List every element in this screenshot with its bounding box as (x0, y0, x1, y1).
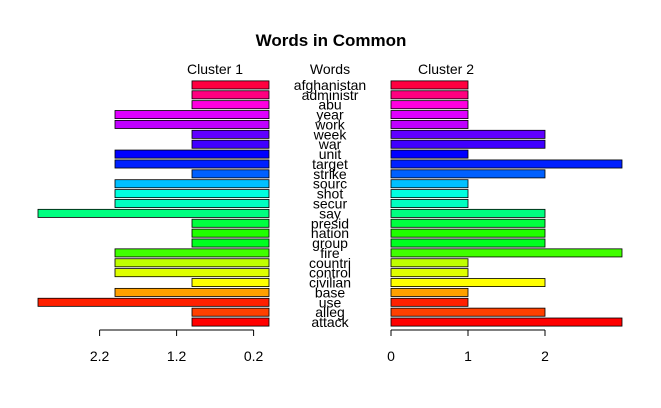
word-label-use: use (319, 294, 342, 310)
right-bar-countri (390, 258, 469, 268)
right-bar-control (390, 268, 469, 278)
right-bar-year (390, 110, 469, 120)
left-bar-work (114, 120, 270, 129)
right-bar-unit (390, 149, 469, 159)
right-bar-civilian (390, 278, 546, 287)
left-bar-attack (191, 317, 270, 327)
right-bar-abu (390, 100, 469, 110)
word-label-week: week (313, 126, 348, 142)
word-label-sourc: sourc (313, 176, 347, 192)
word-label-work: work (314, 116, 346, 132)
word-label-year: year (316, 107, 344, 123)
right-bar-say (390, 208, 546, 218)
left-bar-fire (114, 248, 270, 258)
right-bar-administr (390, 90, 469, 100)
word-label-nation: nation (311, 225, 349, 241)
left-bar-say (37, 208, 270, 218)
word-label-fire: fire (320, 245, 340, 261)
right-bar-alleg (390, 307, 546, 317)
left-bar-use (37, 297, 270, 307)
word-labels: attackallegusebaseciviliancontrolcountri… (294, 77, 366, 330)
right-bar-afghanistan (390, 80, 469, 90)
right-bar-presid (390, 218, 546, 228)
left-bar-strike (191, 169, 270, 179)
left-bar-war (191, 139, 270, 149)
left-bar-control (114, 268, 270, 278)
right-axis-tick-label: 2 (541, 348, 549, 364)
word-label-unit: unit (319, 146, 342, 162)
left-bar-nation (191, 228, 270, 238)
left-axis-tick-label: 2.2 (90, 348, 110, 364)
right-bar-fire (390, 248, 623, 258)
word-label-target: target (312, 156, 348, 172)
word-label-administr: administr (302, 87, 359, 103)
left-bar-shot (114, 189, 270, 199)
word-label-alleg: alleg (315, 304, 345, 320)
left-bar-presid (191, 218, 270, 228)
center-column-label: Words (310, 61, 350, 77)
right-bar-work (390, 120, 469, 129)
word-label-shot: shot (317, 186, 344, 202)
left-bar-alleg (191, 307, 270, 317)
word-label-war: war (318, 136, 342, 152)
left-bar-year (114, 110, 270, 120)
right-bar-group (390, 238, 546, 248)
right-bar-secur (390, 199, 469, 208)
left-axis-tick-label: 1.2 (167, 348, 187, 364)
left-bar-target (114, 159, 270, 169)
left-axis-tick-label: 0.2 (244, 348, 264, 364)
right-axis-tick-label: 0 (387, 348, 395, 364)
left-bar-unit (114, 149, 270, 159)
right-bar-shot (390, 189, 469, 199)
left-bars (37, 80, 270, 327)
left-bar-group (191, 238, 270, 248)
left-bar-base (114, 287, 270, 297)
left-bar-secur (114, 199, 270, 208)
word-label-countri: countri (309, 255, 351, 271)
word-label-base: base (315, 284, 346, 300)
right-bar-week (390, 129, 546, 139)
word-label-abu: abu (318, 97, 341, 113)
right-bar-sourc (390, 179, 469, 189)
word-label-presid: presid (311, 215, 349, 231)
right-bar-strike (390, 169, 546, 179)
right-bar-nation (390, 228, 546, 238)
left-bar-sourc (114, 179, 270, 189)
word-label-secur: secur (313, 196, 348, 212)
right-bar-target (390, 159, 623, 169)
word-label-civilian: civilian (309, 275, 351, 291)
right-axis-tick-label: 1 (464, 348, 472, 364)
left-series-label: Cluster 1 (187, 61, 243, 77)
left-bar-administr (191, 90, 270, 100)
left-bar-civilian (191, 278, 270, 287)
left-bar-afghanistan (191, 80, 270, 90)
right-series-label: Cluster 2 (418, 61, 474, 77)
right-axis: 0 1 2 (387, 329, 549, 364)
word-label-control: control (309, 265, 351, 281)
right-bar-use (390, 297, 469, 307)
left-axis: 2.2 1.2 0.2 (90, 329, 264, 364)
word-label-group: group (312, 235, 348, 251)
word-label-strike: strike (313, 166, 347, 182)
right-bar-war (390, 139, 546, 149)
left-bar-abu (191, 100, 270, 110)
left-bar-countri (114, 258, 270, 268)
right-bar-attack (390, 317, 623, 327)
right-bar-base (390, 287, 469, 297)
left-bar-week (191, 129, 270, 139)
chart-title: Words in Common (256, 31, 407, 50)
right-bars (390, 80, 623, 327)
word-label-say: say (319, 205, 341, 221)
word-label-afghanistan: afghanistan (294, 77, 366, 93)
word-label-attack: attack (311, 314, 349, 330)
